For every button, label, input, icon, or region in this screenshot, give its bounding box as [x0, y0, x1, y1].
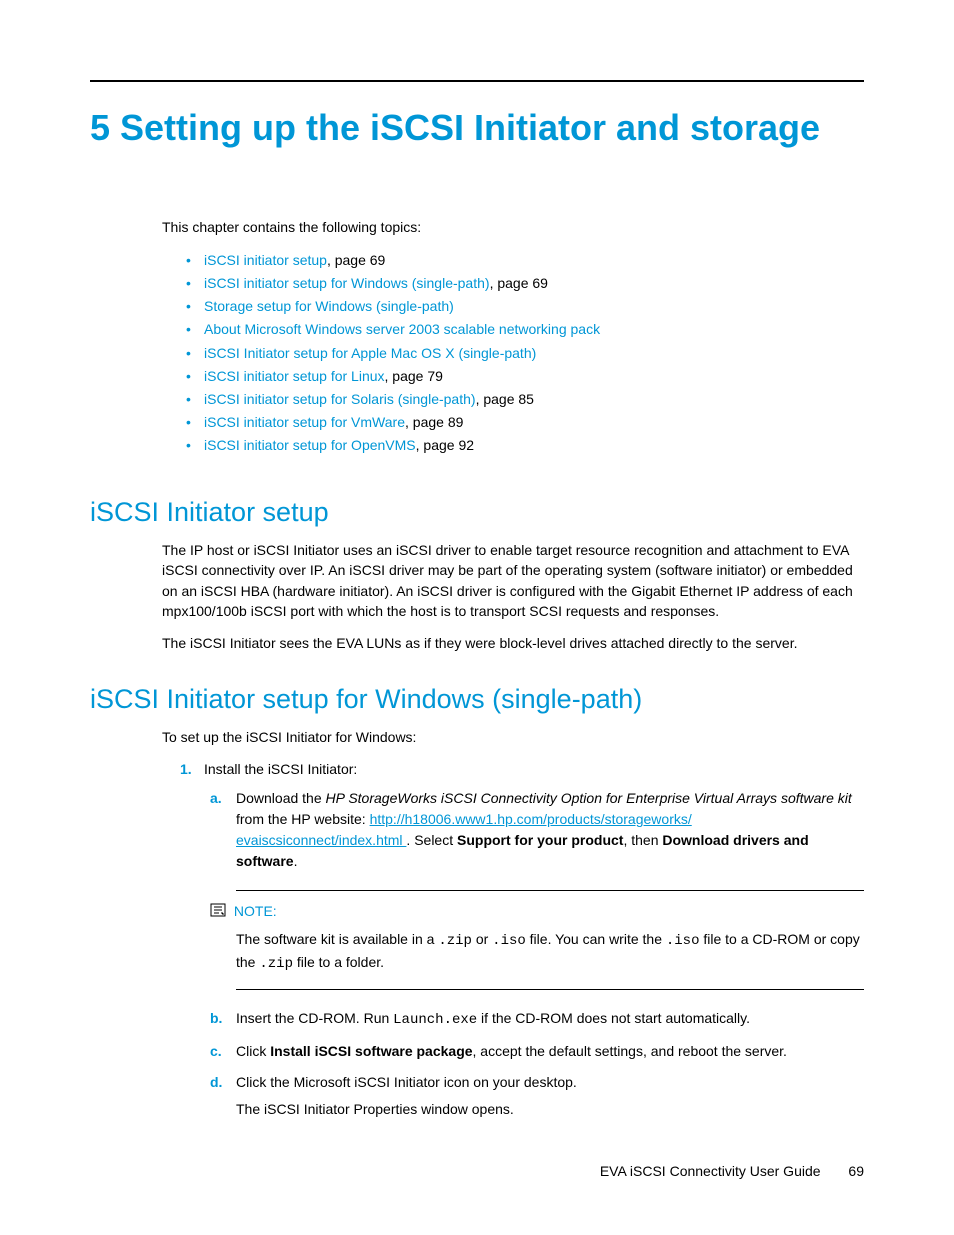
mono-run: .iso: [492, 933, 526, 949]
toc-suffix: , page 69: [490, 275, 548, 291]
text-run: , accept the default settings, and reboo…: [473, 1043, 787, 1059]
bold-run: Install iSCSI software package: [270, 1043, 472, 1059]
toc-item: iSCSI initiator setup for VmWare, page 8…: [186, 411, 864, 434]
section-paragraph: The IP host or iSCSI Initiator uses an i…: [162, 540, 864, 621]
substeps-list: a. Download the HP StorageWorks iSCSI Co…: [210, 788, 864, 1120]
substep-text: Click the Microsoft iSCSI Initiator icon…: [236, 1074, 577, 1090]
text-run: .: [294, 853, 298, 869]
toc-suffix: , page 89: [405, 414, 463, 430]
toc-link[interactable]: iSCSI initiator setup for Linux: [204, 368, 385, 384]
section-heading: iSCSI Initiator setup for Windows (singl…: [90, 684, 864, 715]
step-text: Install the iSCSI Initiator:: [204, 761, 357, 777]
toc-link[interactable]: iSCSI initiator setup: [204, 252, 327, 268]
toc-link[interactable]: iSCSI initiator setup for Windows (singl…: [204, 275, 490, 291]
page-footer: EVA iSCSI Connectivity User Guide 69: [600, 1163, 864, 1179]
note-body: The software kit is available in a .zip …: [236, 929, 864, 975]
toc-item: Storage setup for Windows (single-path): [186, 295, 864, 318]
note-rule-top: [236, 890, 864, 891]
text-run: Click: [236, 1043, 270, 1059]
substep-letter: d.: [210, 1072, 222, 1093]
toc-link[interactable]: iSCSI initiator setup for Solaris (singl…: [204, 391, 476, 407]
substep-item: d. Click the Microsoft iSCSI Initiator i…: [210, 1072, 864, 1120]
substep-item: c. Click Install iSCSI software package,…: [210, 1041, 864, 1062]
mono-run: .iso: [666, 933, 700, 949]
italic-title: HP StorageWorks iSCSI Connectivity Optio…: [326, 790, 852, 806]
step-item: 1. Install the iSCSI Initiator: a. Downl…: [180, 759, 864, 1120]
toc-item: iSCSI initiator setup, page 69: [186, 249, 864, 272]
text-run: The software kit is available in a: [236, 931, 438, 947]
toc-item: iSCSI initiator setup for OpenVMS, page …: [186, 434, 864, 457]
toc-item: iSCSI initiator setup for Windows (singl…: [186, 272, 864, 295]
mono-run: .zip: [438, 933, 472, 949]
toc-list: iSCSI initiator setup, page 69 iSCSI ini…: [186, 249, 864, 457]
step-number: 1.: [180, 759, 192, 780]
toc-link[interactable]: Storage setup for Windows (single-path): [204, 298, 454, 314]
top-rule: [90, 80, 864, 82]
url-link[interactable]: http://h18006.www1.hp.com/products/stora…: [370, 811, 692, 827]
toc-link[interactable]: iSCSI Initiator setup for Apple Mac OS X…: [204, 345, 536, 361]
note-heading: NOTE:: [210, 901, 864, 923]
text-run: file to a folder.: [293, 954, 384, 970]
toc-suffix: , page 79: [385, 368, 443, 384]
substep-letter: c.: [210, 1041, 222, 1062]
note-label: NOTE:: [234, 903, 277, 919]
section-heading: iSCSI Initiator setup: [90, 497, 864, 528]
section-paragraph: The iSCSI Initiator sees the EVA LUNs as…: [162, 633, 864, 653]
text-run: Insert the CD-ROM. Run: [236, 1010, 393, 1026]
toc-item: About Microsoft Windows server 2003 scal…: [186, 318, 864, 341]
chapter-intro: This chapter contains the following topi…: [162, 219, 864, 235]
section-iscsi-initiator-setup: iSCSI Initiator setup The IP host or iSC…: [90, 497, 864, 653]
text-run: file. You can write the: [526, 931, 666, 947]
note-rule-bottom: [236, 989, 864, 990]
toc-item: iSCSI initiator setup for Solaris (singl…: [186, 388, 864, 411]
toc-suffix: , page 92: [416, 437, 474, 453]
text-run: , then: [623, 832, 662, 848]
bold-run: Support for your product: [457, 832, 623, 848]
toc-link[interactable]: iSCSI initiator setup for OpenVMS: [204, 437, 416, 453]
mono-run: Launch.exe: [393, 1012, 477, 1028]
mono-run: .zip: [259, 956, 293, 972]
section-iscsi-windows-setup: iSCSI Initiator setup for Windows (singl…: [90, 684, 864, 1120]
toc-link[interactable]: iSCSI initiator setup for VmWare: [204, 414, 405, 430]
substep-text: Download the HP StorageWorks iSCSI Conne…: [236, 790, 852, 869]
toc-suffix: , page 69: [327, 252, 385, 268]
substep-text: Insert the CD-ROM. Run Launch.exe if the…: [236, 1010, 750, 1026]
toc-item: iSCSI Initiator setup for Apple Mac OS X…: [186, 342, 864, 365]
note-icon: [210, 902, 226, 923]
url-link[interactable]: evaiscsiconnect/index.html: [236, 832, 406, 848]
toc-link[interactable]: About Microsoft Windows server 2003 scal…: [204, 321, 600, 337]
substep-text: Click Install iSCSI software package, ac…: [236, 1043, 787, 1059]
footer-page-number: 69: [848, 1163, 864, 1179]
substep-followup: The iSCSI Initiator Properties window op…: [236, 1099, 864, 1120]
footer-doc-title: EVA iSCSI Connectivity User Guide: [600, 1163, 821, 1179]
substep-letter: a.: [210, 788, 222, 809]
note-box: NOTE: The software kit is available in a…: [236, 890, 864, 990]
substep-letter: b.: [210, 1008, 222, 1029]
substep-item: a. Download the HP StorageWorks iSCSI Co…: [210, 788, 864, 990]
steps-list: 1. Install the iSCSI Initiator: a. Downl…: [180, 759, 864, 1120]
text-run: if the CD-ROM does not start automatical…: [477, 1010, 750, 1026]
toc-suffix: , page 85: [476, 391, 534, 407]
text-run: or: [472, 931, 492, 947]
text-run: from the HP website:: [236, 811, 370, 827]
toc-item: iSCSI initiator setup for Linux, page 79: [186, 365, 864, 388]
chapter-title: 5 Setting up the iSCSI Initiator and sto…: [90, 106, 864, 149]
section-intro: To set up the iSCSI Initiator for Window…: [162, 727, 864, 747]
text-run: Download the: [236, 790, 326, 806]
text-run: . Select: [406, 832, 457, 848]
substep-item: b. Insert the CD-ROM. Run Launch.exe if …: [210, 1008, 864, 1031]
